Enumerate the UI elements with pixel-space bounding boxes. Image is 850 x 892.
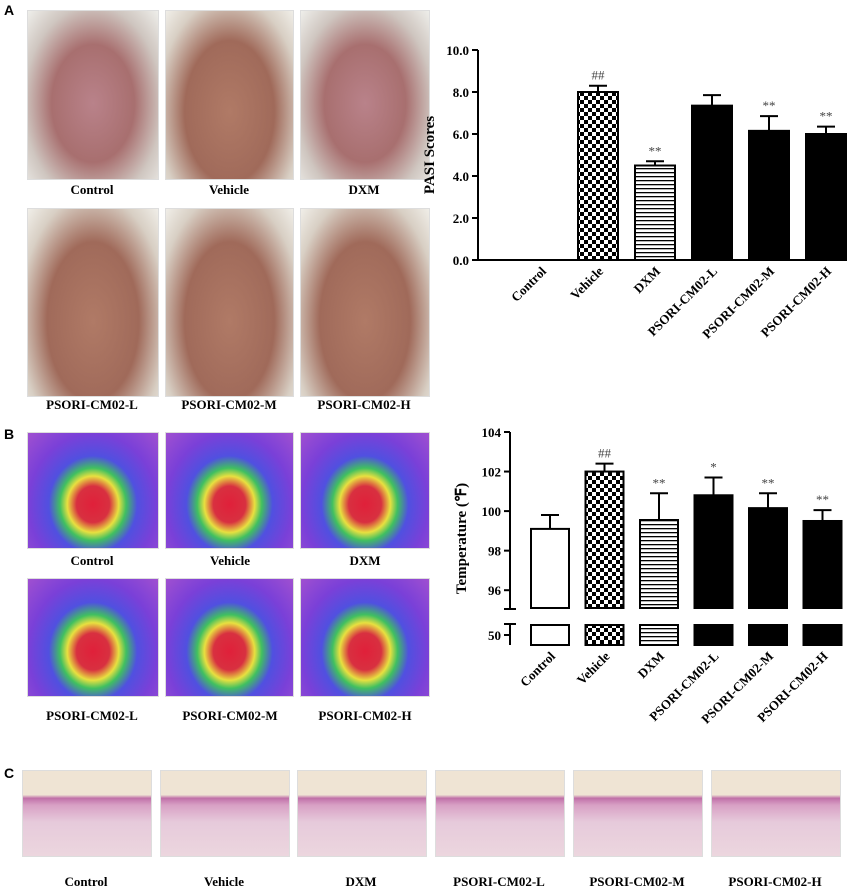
photo-caption: PSORI-CM02-H <box>728 874 822 889</box>
panel-label: C <box>4 765 15 781</box>
y-tick-label: 0.0 <box>453 253 469 268</box>
bar-lower <box>584 624 625 646</box>
bar <box>634 164 676 261</box>
photo <box>300 208 430 397</box>
bar-lower <box>693 624 734 646</box>
photo <box>27 10 159 180</box>
x-tick-label: Vehicle <box>574 648 613 687</box>
photo <box>165 432 294 549</box>
bar-lower <box>802 624 843 646</box>
y-tick-label: 96 <box>488 583 502 598</box>
photo-caption: Vehicle <box>209 182 249 197</box>
photo-caption: PSORI-CM02-M <box>181 397 277 412</box>
photo <box>165 10 294 180</box>
x-tick-label: Vehicle <box>567 263 606 302</box>
photo <box>300 10 430 180</box>
photo <box>300 432 430 549</box>
photo-caption: Control <box>64 874 108 889</box>
significance: ## <box>592 68 606 83</box>
bar <box>530 527 570 609</box>
panel-label: A <box>4 2 15 18</box>
y-tick-label: 6.0 <box>453 127 469 142</box>
bar <box>748 129 790 261</box>
photo-caption: Control <box>70 553 114 568</box>
bar <box>693 494 734 609</box>
photo <box>22 770 152 857</box>
y-tick-label: 8.0 <box>453 85 469 100</box>
photo-caption: PSORI-CM02-M <box>589 874 685 889</box>
photo-caption: PSORI-CM02-L <box>453 874 545 889</box>
bar-lower <box>639 624 679 646</box>
significance: ** <box>649 143 662 158</box>
bar <box>639 519 679 609</box>
y-axis-label: Temperature (℉) <box>454 483 470 594</box>
significance: ** <box>762 475 775 490</box>
photo <box>165 578 294 697</box>
photo-caption: PSORI-CM02-L <box>46 708 138 723</box>
photo-caption: PSORI-CM02-M <box>182 708 278 723</box>
bar-lower <box>530 624 570 646</box>
photo-caption: DXM <box>348 182 380 197</box>
photo-caption: PSORI-CM02-H <box>318 708 412 723</box>
photo <box>297 770 427 857</box>
y-tick-label: 100 <box>482 504 502 519</box>
y-tick-label: 2.0 <box>453 211 469 226</box>
photo <box>160 770 290 857</box>
photo-caption: Vehicle <box>204 874 244 889</box>
y-tick-label: 4.0 <box>453 169 469 184</box>
significance: * <box>710 459 717 474</box>
bar <box>691 104 733 262</box>
photo-caption: DXM <box>345 874 377 889</box>
photo-caption: PSORI-CM02-H <box>317 397 411 412</box>
photo <box>711 770 841 857</box>
bar <box>805 133 847 261</box>
photo <box>27 432 159 549</box>
significance: ** <box>820 109 833 124</box>
bar <box>584 470 625 609</box>
photo <box>300 578 430 697</box>
bar-lower <box>748 624 788 646</box>
bar <box>802 519 843 610</box>
x-tick-label: DXM <box>635 649 668 682</box>
x-tick-label: Control <box>508 263 549 304</box>
y-tick-label: 10.0 <box>446 43 469 58</box>
y-axis-label: PASI Scores <box>422 116 438 194</box>
photo <box>165 208 294 397</box>
photo-caption: Vehicle <box>210 553 250 568</box>
significance: ## <box>598 446 612 461</box>
photo-caption: DXM <box>349 553 381 568</box>
y-tick-label: 98 <box>488 544 502 559</box>
y-tick-label: 102 <box>482 465 502 480</box>
bar <box>577 91 619 261</box>
x-tick-label: DXM <box>631 264 664 297</box>
photo <box>573 770 703 857</box>
x-tick-label: Control <box>517 648 558 689</box>
significance: ** <box>653 475 666 490</box>
y-tick-label: 104 <box>482 425 502 440</box>
photo-caption: Control <box>70 182 114 197</box>
bar <box>748 507 788 609</box>
photo <box>435 770 565 857</box>
panel-label: B <box>4 426 15 442</box>
significance: ** <box>816 492 829 507</box>
photo-caption: PSORI-CM02-L <box>46 397 138 412</box>
photo <box>27 578 159 697</box>
significance: ** <box>763 98 776 113</box>
y-tick-label: 50 <box>488 628 501 643</box>
photo <box>27 208 159 397</box>
